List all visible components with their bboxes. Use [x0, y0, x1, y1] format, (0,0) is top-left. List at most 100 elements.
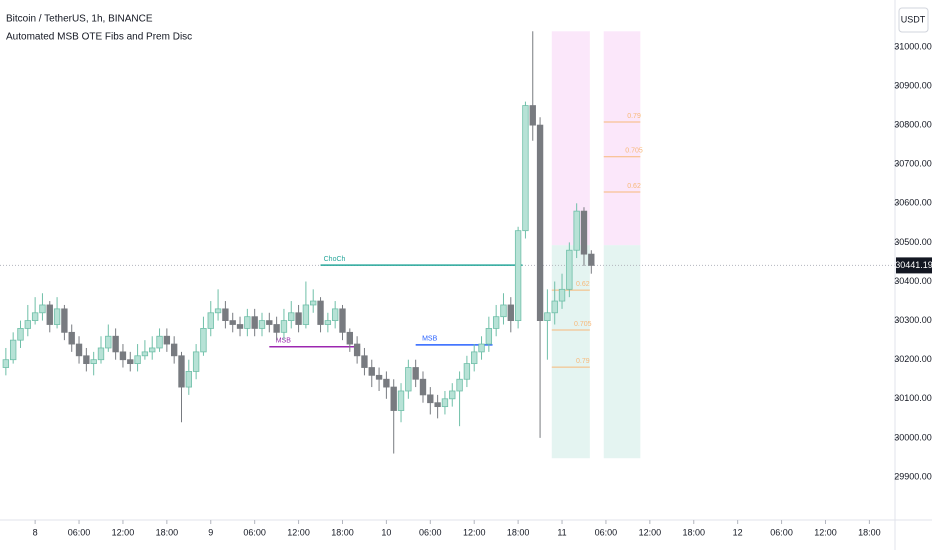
candle [427, 387, 434, 415]
fib-label: 0.79 [576, 358, 590, 365]
x-tick-label: 11 [557, 527, 566, 537]
candle [236, 316, 244, 337]
y-tick-label: 30700.00 [894, 159, 932, 169]
candle-body [68, 331, 75, 345]
fib-label: 0.62 [627, 183, 641, 190]
candle-body [163, 335, 171, 345]
candle [551, 281, 558, 325]
candle [97, 336, 105, 364]
candle-body [273, 324, 280, 333]
candle [134, 344, 141, 372]
chart-title: Bitcoin / TetherUS, 1h, BINANCE [6, 14, 153, 25]
candle [244, 308, 251, 337]
y-tick-label: 31000.00 [894, 41, 932, 51]
candle-body [97, 347, 105, 361]
x-tick-label: 12:00 [814, 527, 837, 537]
candle-body [544, 312, 551, 322]
candle-body [244, 316, 251, 329]
candle [507, 297, 514, 333]
candle-body [178, 355, 185, 388]
candle-body [280, 320, 288, 333]
candle-body [119, 351, 127, 361]
candle-body [551, 300, 558, 314]
candle-body [302, 304, 310, 325]
candle-body [75, 343, 83, 357]
candle-body [449, 390, 456, 400]
candle-body [580, 210, 588, 255]
candle-body [558, 288, 566, 302]
candle-body [17, 328, 24, 341]
candle [310, 289, 317, 313]
candle [324, 312, 332, 333]
candle [192, 344, 200, 380]
candle-body [514, 230, 522, 322]
candle [288, 301, 295, 329]
fib-label: 0.79 [627, 113, 641, 120]
candle [170, 336, 178, 364]
candle [500, 293, 507, 325]
currency-label[interactable]: USDT [901, 14, 926, 24]
candle-body [456, 378, 463, 392]
candle [105, 324, 112, 352]
candle [83, 347, 90, 372]
candle [141, 340, 149, 360]
y-tick-label: 30100.00 [894, 393, 932, 403]
x-tick-label: 18:00 [331, 527, 354, 537]
candle-body [149, 347, 156, 353]
plot-area: MSB ChoCh MSB 0.62 0.705 0.79 0.79 0.705 0.62 [0, 31, 895, 459]
x-tick-label: 18:00 [156, 527, 179, 537]
x-tick-label: 12:00 [287, 527, 310, 537]
candle [229, 312, 236, 333]
candle [471, 344, 478, 372]
candle-body [405, 367, 412, 392]
candle [405, 359, 412, 399]
candle-body [9, 339, 17, 361]
candle [163, 328, 171, 352]
candle [258, 312, 266, 337]
candle [214, 289, 222, 321]
candle-body [485, 328, 493, 345]
y-tick-label: 30200.00 [894, 354, 932, 364]
candle-body [251, 316, 258, 329]
candle-body [266, 320, 273, 325]
candle [185, 359, 192, 395]
candle [251, 308, 258, 337]
candle [514, 226, 522, 329]
candle-body [112, 335, 119, 353]
candle [295, 304, 302, 333]
fib-label: 0.705 [574, 321, 592, 328]
candle-body [353, 343, 361, 357]
candle [412, 359, 419, 388]
x-tick-label: 06:00 [770, 527, 793, 537]
structure-label: MSB [276, 338, 292, 345]
candle-body [288, 312, 295, 322]
candle-body [53, 308, 61, 325]
candle-body [24, 320, 31, 329]
candle [441, 390, 449, 415]
candle-body [441, 398, 449, 408]
candle [383, 371, 390, 399]
y-tick-label: 30600.00 [894, 198, 932, 208]
y-tick-label: 30800.00 [894, 119, 932, 129]
candle [24, 304, 31, 337]
candle [529, 31, 536, 141]
candle [331, 301, 339, 329]
y-tick-label: 29900.00 [894, 471, 932, 481]
y-tick-label: 30300.00 [894, 315, 932, 325]
zone [603, 245, 641, 459]
candle-body [331, 308, 339, 322]
structure-label: MSB [422, 336, 438, 343]
candle [149, 336, 156, 360]
candle [68, 324, 75, 352]
x-tick-label: 12 [733, 527, 743, 537]
currency-button[interactable] [898, 7, 929, 33]
candle [17, 320, 24, 348]
candle [2, 347, 10, 376]
candle-body [463, 363, 471, 380]
x-tick-label: 10 [381, 527, 391, 537]
candle [361, 347, 368, 376]
y-tick-label: 30500.00 [894, 237, 932, 247]
candle-body [127, 359, 134, 365]
x-tick-label: 18:00 [507, 527, 530, 537]
candle [353, 336, 361, 364]
